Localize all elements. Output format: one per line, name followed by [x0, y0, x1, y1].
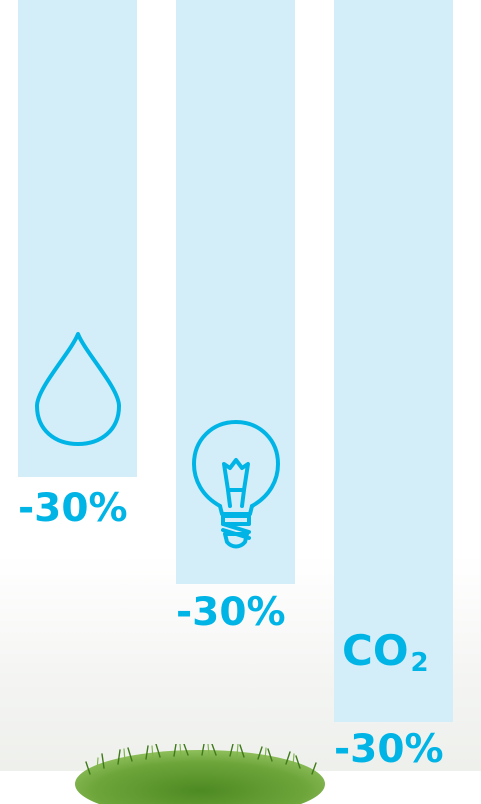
co2-text-icon: CO2 — [342, 630, 429, 677]
grass-image — [75, 744, 325, 804]
co2-bar — [334, 0, 453, 722]
water-reduction-label: -30% — [18, 486, 128, 531]
water-drop-icon — [35, 332, 121, 446]
co2-reduction-label: -30% — [334, 727, 444, 772]
co2-subscript: 2 — [410, 648, 429, 678]
light-bulb-icon — [192, 420, 280, 549]
energy-bar — [176, 0, 295, 584]
co2-main: CO — [342, 626, 409, 675]
energy-reduction-label: -30% — [176, 590, 286, 635]
